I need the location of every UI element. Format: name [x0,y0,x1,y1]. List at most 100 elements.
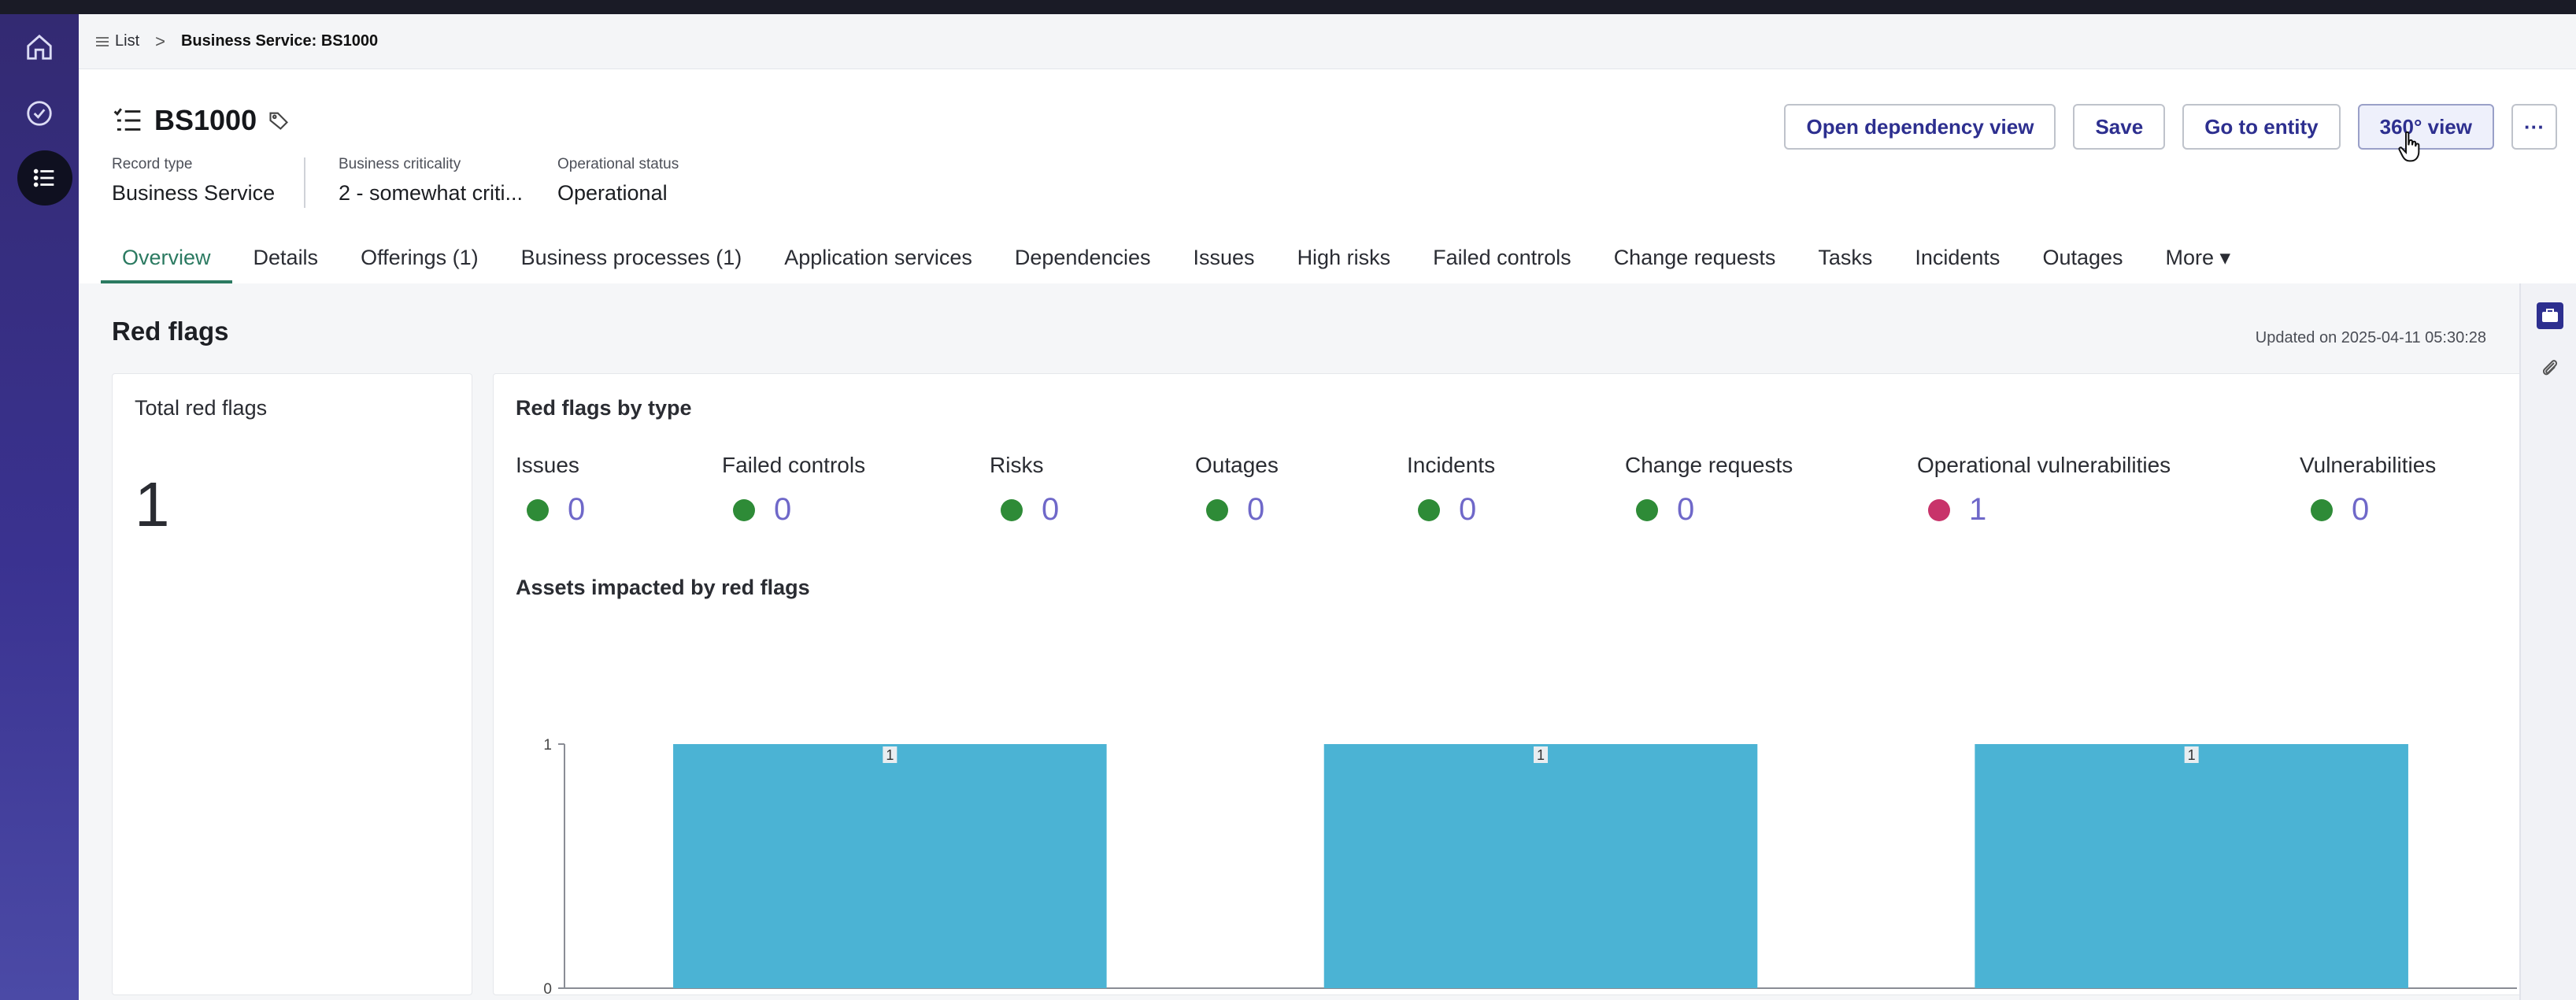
status-dot [2311,498,2333,521]
red-flags-by-type-card: Red flags by type Issues 0 Failed contro… [493,373,2567,996]
field-value: Business Service [112,181,276,205]
type-count[interactable]: 0 [1677,492,1695,527]
breadcrumb-list-link[interactable]: List [96,32,139,50]
tab-overview[interactable]: Overview [101,235,232,283]
tab-incidents[interactable]: Incidents [1915,245,2000,269]
status-dot [527,498,549,521]
type-count[interactable]: 0 [774,492,792,527]
red-flag-type-risks[interactable]: Risks 0 [990,453,1059,528]
data-label: 1 [1537,747,1545,763]
bar [673,744,1107,988]
tab-dependencies[interactable]: Dependencies [1014,245,1151,269]
red-flag-types: Issues 0 Failed controls 0 Risks 0 Outag… [516,453,2576,539]
field-value: 2 - somewhat criti... [339,181,524,205]
type-count[interactable]: 0 [568,492,586,527]
tab-details[interactable]: Details [253,245,319,269]
page-title: BS1000 [154,104,257,136]
tab-more[interactable]: More ▾ [2165,245,2231,269]
breadcrumb-current: Business Service: BS1000 [180,32,379,50]
assets-impacted-bar-chart: 01 1Service Offering1Business Services1S… [543,737,2517,996]
field-label: Business criticality [339,156,461,172]
open-dependency-view-button[interactable]: Open dependency view [1784,104,2056,150]
data-label-bg [1534,746,1548,763]
paperclip-icon[interactable] [2537,354,2563,381]
type-count[interactable]: 0 [1459,492,1477,527]
red-flag-type-issues[interactable]: Issues 0 [516,453,585,528]
y-tick-label: 0 [543,981,552,996]
record-workspace: List > Business Service: BS1000 BS1000 R… [79,14,2576,1000]
360-view-button[interactable]: 360° view [2357,104,2494,150]
red-flag-type-change-requests[interactable]: Change requests 0 [1625,453,1793,528]
tab-high-risks[interactable]: High risks [1297,245,1391,269]
bar [1975,744,2408,988]
header-actions: Open dependency view Save Go to entity 3… [1784,104,2557,150]
total-red-flags-value: 1 [135,469,170,539]
overview-panel: Red flags Updated on 2025-04-11 05:30:28… [79,283,2567,1000]
status-dot [1001,498,1023,521]
tab-outages[interactable]: Outages [2042,245,2123,269]
type-count[interactable]: 1 [1969,492,1987,527]
red-flag-type-failed-controls[interactable]: Failed controls 0 [722,453,865,528]
hand-cursor-icon [2398,131,2420,162]
status-dot [1206,498,1228,521]
record-title: BS1000 [112,104,290,137]
record-type-field: Record type Business Service [112,156,275,206]
operational-status-field: Operational status Operational [557,156,679,206]
list-lines-icon [96,36,109,46]
data-label-bg [883,746,898,763]
tag-icon[interactable] [268,109,290,131]
go-to-entity-button[interactable]: Go to entity [2182,104,2341,150]
field-label: Operational status [557,156,679,172]
record-tabs: Overview Details Offerings (1) Business … [79,235,2252,283]
window-top-strip [0,0,2576,14]
red-flags-by-type-label: Red flags by type [516,396,692,420]
tab-issues[interactable]: Issues [1193,245,1255,269]
tab-application-services[interactable]: Application services [784,245,972,269]
tab-failed-controls[interactable]: Failed controls [1433,245,1571,269]
type-label: Issues [516,453,579,477]
tab-change-requests[interactable]: Change requests [1613,245,1776,269]
more-actions-button[interactable]: ··· [2511,104,2557,150]
tab-offerings[interactable]: Offerings (1) [361,245,479,269]
save-button[interactable]: Save [2073,104,2166,150]
status-dot [1636,498,1658,521]
type-label: Outages [1195,453,1279,477]
assets-impacted-title: Assets impacted by red flags [516,576,810,599]
type-count[interactable]: 0 [1247,492,1265,527]
data-label: 1 [2188,747,2196,763]
type-label: Incidents [1407,453,1496,477]
business-criticality-field: Business criticality 2 - somewhat criti.… [339,156,523,206]
red-flag-type-vulnerabilities[interactable]: Vulnerabilities 0 [2300,453,2436,528]
check-circle-icon[interactable] [20,94,58,132]
breadcrumb-separator: > [155,31,165,51]
total-red-flags-card: Total red flags 1 [112,373,472,995]
status-dot [733,498,755,521]
field-label: Record type [112,156,193,172]
home-icon[interactable] [20,28,58,66]
type-count[interactable]: 0 [1042,492,1060,527]
type-count[interactable]: 0 [2352,492,2370,527]
red-flag-type-outages[interactable]: Outages 0 [1195,453,1279,528]
total-red-flags-label: Total red flags [135,396,268,420]
red-flag-type-operational-vulnerabilities[interactable]: Operational vulnerabilities 1 [1917,453,2171,528]
list-icon[interactable] [17,150,72,206]
data-label-bg [2184,746,2199,763]
breadcrumb-list-label: List [115,32,140,50]
type-label: Risks [990,453,1044,477]
red-flags-title: Red flags [112,317,229,346]
workspace-panel-icon[interactable] [2537,302,2563,329]
red-flag-type-incidents[interactable]: Incidents 0 [1407,453,1495,528]
tab-tasks[interactable]: Tasks [1818,245,1873,269]
tab-business-processes[interactable]: Business processes (1) [520,245,742,269]
hierarchy-list-icon [113,108,141,131]
left-nav-rail [0,14,79,1000]
record-header: BS1000 Record type Business Service Busi… [79,69,2576,283]
status-dot [1418,498,1440,521]
updated-timestamp: Updated on 2025-04-11 05:30:28 [2255,329,2486,346]
type-label: Operational vulnerabilities [1917,453,2171,477]
field-divider [304,157,305,208]
bar [1323,744,1758,988]
type-label: Change requests [1625,453,1793,477]
y-tick-label: 1 [543,737,552,754]
breadcrumb: List > Business Service: BS1000 [79,14,2576,69]
